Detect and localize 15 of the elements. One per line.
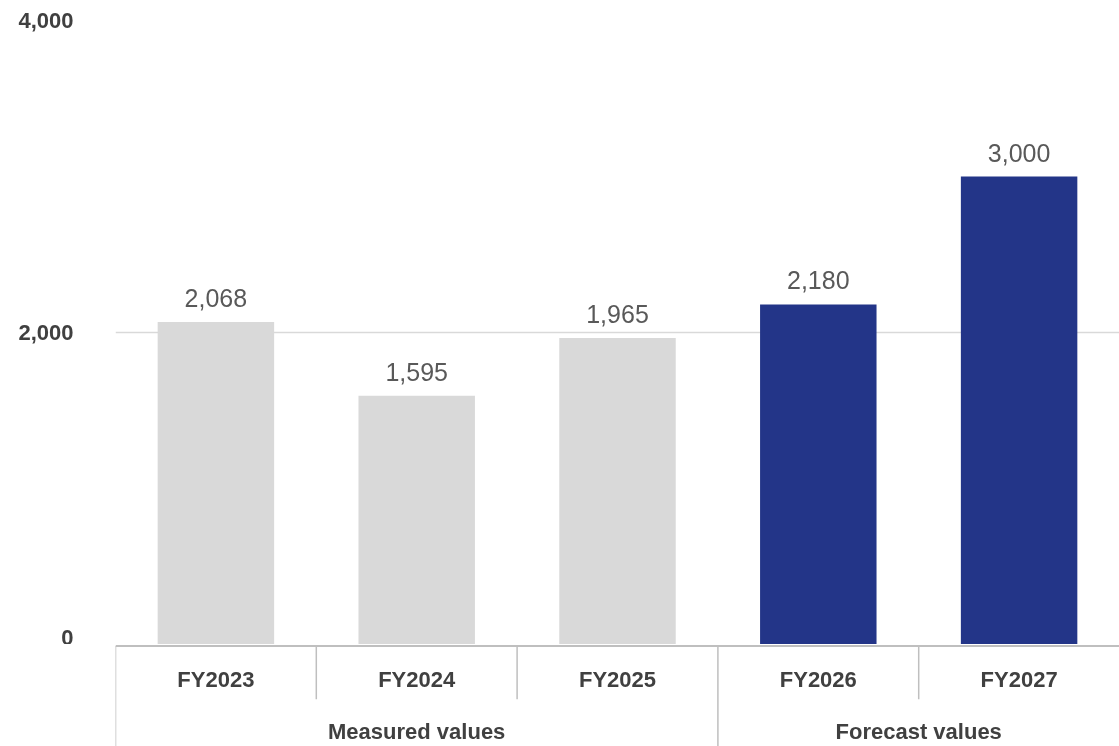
text: Forecast values <box>835 719 1002 745</box>
x-tick-label: FY2024 <box>378 667 456 693</box>
data-label: 1,965 <box>586 299 649 328</box>
x-tick-label: FY2023 <box>177 667 255 693</box>
x-tick-label: FY2026 <box>779 667 857 693</box>
x-tick-label: FY2027 <box>980 667 1058 693</box>
data-label: 2,068 <box>184 283 248 312</box>
y-tick-label: 0 <box>61 624 74 650</box>
data-label: 2,180 <box>787 266 850 295</box>
y-tick-label: 2,000 <box>18 320 74 345</box>
x-tick-label: FY2025 <box>578 667 657 693</box>
text: Measured values <box>328 719 506 745</box>
data-label: 3,000 <box>987 138 1051 167</box>
data-label: 1,595 <box>385 357 448 386</box>
y-tick-label: 4,000 <box>18 8 74 33</box>
